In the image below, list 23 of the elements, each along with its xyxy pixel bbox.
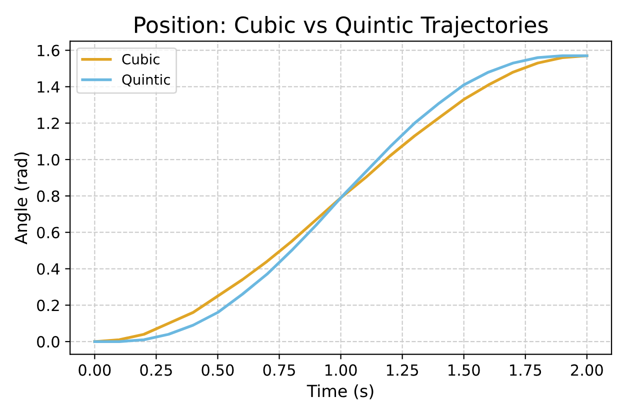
x-tick-label: 1.50 <box>448 364 480 376</box>
y-tick-label: 1.2 <box>38 118 59 129</box>
y-tick-label: 1.6 <box>38 44 60 56</box>
x-tick-label: 0.00 <box>78 364 111 376</box>
y-tick-label: 0.6 <box>37 226 60 238</box>
x-tick-label: 2.00 <box>571 364 603 376</box>
x-tick-label: 0.75 <box>263 364 295 376</box>
x-tick-label: 0.25 <box>140 364 172 376</box>
y-axis-title: Angle (rad) <box>14 152 30 244</box>
legend-label: Cubic <box>122 54 160 64</box>
legend-label: Quintic <box>122 74 170 86</box>
y-tick-label: 0.2 <box>37 300 59 312</box>
x-tick-label: 1.00 <box>325 364 357 376</box>
y-tick-label: 1.0 <box>38 154 60 166</box>
chart-title: Position: Cubic vs Quintic Trajectories <box>134 16 548 38</box>
y-tick-label: 0.4 <box>37 263 60 275</box>
x-tick-label: 1.25 <box>386 364 418 376</box>
x-axis-title: Time (s) <box>306 384 374 400</box>
y-tick-label: 0.8 <box>37 190 60 202</box>
y-tick-label: 1.4 <box>38 81 60 93</box>
x-tick-label: 1.75 <box>510 364 542 376</box>
x-tick-label: 0.50 <box>202 364 234 376</box>
y-tick-label: 0.0 <box>37 336 60 348</box>
